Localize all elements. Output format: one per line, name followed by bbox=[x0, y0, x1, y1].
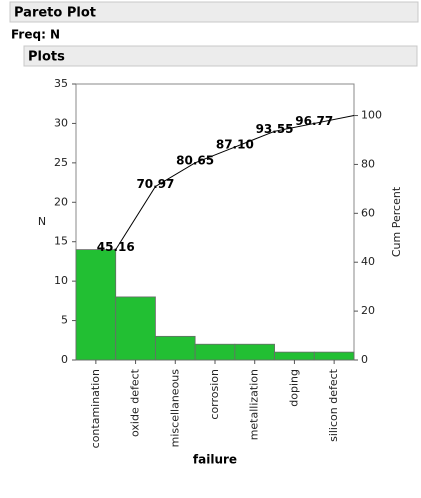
bar bbox=[313, 351, 355, 361]
y2-axis-title: Cum Percent bbox=[390, 186, 403, 257]
value-label: 87.10 bbox=[216, 138, 254, 152]
bar bbox=[234, 343, 275, 361]
y-tick-label: 10 bbox=[54, 274, 68, 287]
y-tick-label: 35 bbox=[54, 77, 68, 90]
y2-tick-label: 40 bbox=[361, 255, 375, 268]
y-tick-label: 30 bbox=[54, 116, 68, 129]
value-label: 70.97 bbox=[136, 177, 174, 191]
y-tick-label: 15 bbox=[54, 235, 68, 248]
value-label: 80.65 bbox=[176, 153, 214, 167]
bar bbox=[115, 296, 156, 361]
x-tick-label: doping bbox=[287, 369, 300, 407]
y2-tick-label: 20 bbox=[361, 304, 375, 317]
section-title: Plots bbox=[28, 50, 65, 65]
y-tick-label: 20 bbox=[54, 195, 68, 208]
x-tick-label: oxide defect bbox=[129, 368, 142, 437]
freq-label: Freq: N bbox=[11, 28, 60, 42]
bar bbox=[274, 351, 315, 361]
y2-tick-label: 60 bbox=[361, 206, 375, 219]
x-tick-label: silicon defect bbox=[327, 368, 340, 442]
bar bbox=[155, 335, 196, 361]
y2-tick-label: 0 bbox=[361, 353, 368, 366]
x-axis-title: failure bbox=[193, 453, 237, 467]
bar bbox=[194, 343, 236, 361]
y2-tick-label: 100 bbox=[361, 109, 382, 122]
y-tick-label: 5 bbox=[61, 314, 68, 327]
y2-tick-label: 80 bbox=[361, 157, 375, 170]
value-label: 96.77 bbox=[295, 114, 333, 128]
bar bbox=[75, 249, 117, 361]
value-label: 93.55 bbox=[256, 122, 294, 136]
y-tick-label: 25 bbox=[54, 156, 68, 169]
cum-line bbox=[115, 115, 355, 250]
section-bar[interactable] bbox=[23, 45, 418, 67]
x-tick-label: miscellaneous bbox=[168, 369, 181, 448]
report-title: Pareto Plot bbox=[14, 6, 96, 21]
x-tick-label: metallization bbox=[248, 369, 261, 440]
y-axis-title: N bbox=[38, 215, 46, 228]
value-label: 45.16 bbox=[97, 240, 135, 254]
x-tick-label: corrosion bbox=[208, 369, 221, 420]
title-bar[interactable] bbox=[9, 1, 419, 23]
x-tick-label: contamination bbox=[89, 369, 102, 448]
y-tick-label: 0 bbox=[61, 353, 68, 366]
